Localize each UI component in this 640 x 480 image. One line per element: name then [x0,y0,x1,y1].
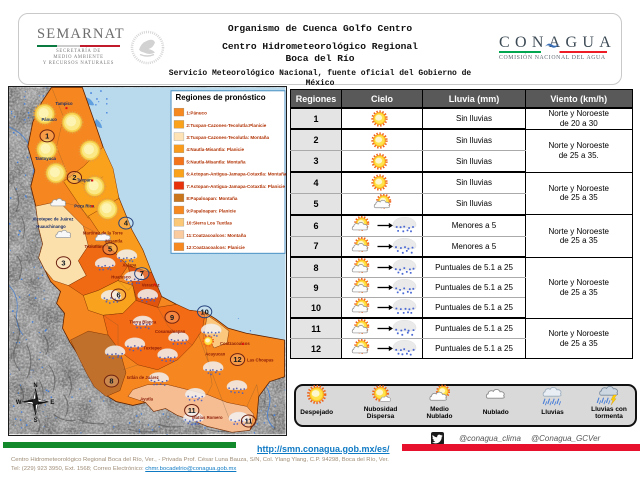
svg-text:Tampico: Tampico [55,101,73,106]
svg-text:6: 6 [116,291,120,300]
svg-text:Huatusco: Huatusco [111,275,131,280]
svg-text:Xicotepec de Juárez: Xicotepec de Juárez [32,216,73,221]
svg-text:3:Tuxpan-Cazones-Tecolutla: Mo: 3:Tuxpan-Cazones-Tecolutla: Montaña [186,135,269,140]
svg-text:W: W [16,400,22,406]
svg-text:Veracruz: Veracruz [142,282,160,287]
svg-text:11: 11 [188,406,196,415]
svg-text:Acayucan: Acayucan [205,352,225,357]
svg-text:8: 8 [109,377,113,386]
svg-text:Regiones de pronóstico: Regiones de pronóstico [175,93,265,102]
svg-text:7: 7 [140,269,144,278]
svg-text:4: 4 [124,219,129,228]
svg-text:8:Papaloapan: Montaña: 8:Papaloapan: Montaña [186,196,238,201]
svg-text:11:Coatzacoalcos: Montaña: 11:Coatzacoalcos: Montaña [186,233,246,238]
svg-text:Matías Romero: Matías Romero [192,415,223,420]
svg-text:Coatzacoalcos: Coatzacoalcos [220,341,250,346]
svg-text:Ayutla: Ayutla [140,397,153,402]
svg-text:Tierra Blanca: Tierra Blanca [129,319,156,324]
svg-text:Tuxpan: Tuxpan [77,178,92,183]
svg-text:Huauchinango: Huauchinango [36,224,66,229]
svg-text:12:Coatzacoalcos: Planicie: 12:Coatzacoalcos: Planicie [186,245,245,250]
svg-text:E: E [50,400,54,406]
svg-text:Pánuco: Pánuco [41,117,57,122]
svg-text:2:Tuxpan-Cazones-Tecolutla:Pla: 2:Tuxpan-Cazones-Tecolutla:Planicie [186,123,266,128]
svg-text:9: 9 [170,313,174,322]
svg-text:N: N [33,383,37,389]
svg-text:12: 12 [233,355,241,364]
svg-text:6:Actopan-Antigua-Jamapa-Cotax: 6:Actopan-Antigua-Jamapa-Cotaxtla: Monta… [186,172,285,177]
svg-text:Tantoyuca: Tantoyuca [35,156,57,161]
svg-text:S: S [34,418,38,424]
svg-text:Tuxtepec: Tuxtepec [143,346,162,351]
svg-text:5:Nautla-Misantla: Montaña: 5:Nautla-Misantla: Montaña [186,159,246,164]
svg-text:Cosamaloapan: Cosamaloapan [155,329,186,334]
svg-text:4:Nautla-Misantla: Planicie: 4:Nautla-Misantla: Planicie [186,147,244,152]
svg-text:Ixtlán de Juárez: Ixtlán de Juárez [127,375,159,380]
svg-text:9:Papaloapan: Planicie: 9:Papaloapan: Planicie [186,208,236,213]
svg-text:Teziutlán: Teziutlán [84,244,103,249]
svg-text:1: 1 [45,131,49,140]
svg-text:1:Pánuco: 1:Pánuco [186,110,207,115]
svg-text:10: 10 [200,307,208,316]
svg-text:7:Actopan-Antigua-Jamapa-Cotax: 7:Actopan-Antigua-Jamapa-Cotaxtla: Plani… [186,184,285,189]
svg-text:Las Choapas: Las Choapas [247,357,274,362]
svg-text:3: 3 [61,258,65,267]
svg-text:10:Sierra Los Tuxtlas: 10:Sierra Los Tuxtlas [186,221,232,226]
svg-text:Poza Rica: Poza Rica [74,204,95,209]
svg-text:5: 5 [108,244,112,253]
svg-text:2: 2 [72,173,76,182]
svg-text:Martínez de la Torre: Martínez de la Torre [83,230,123,235]
svg-text:Misantla: Misantla [105,239,123,244]
svg-text:Xalapa: Xalapa [123,263,137,268]
svg-text:11: 11 [245,417,253,426]
